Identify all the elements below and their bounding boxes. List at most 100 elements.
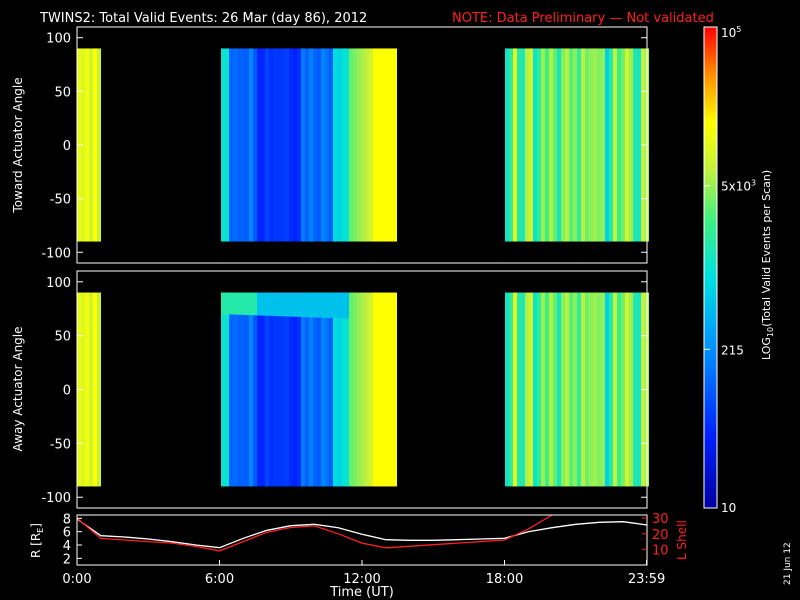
toward-heatmap-column: [505, 48, 509, 242]
away-heatmap-column: [601, 292, 605, 487]
toward-heatmap-column: [281, 48, 285, 242]
radius-ytick-label: 4: [63, 539, 71, 554]
away-heatmap-column: [637, 292, 641, 487]
away-heatmap-column: [253, 292, 257, 487]
toward-heatmap-column: [237, 48, 241, 242]
away-heatmap-column: [597, 292, 601, 487]
away-heatmap-column: [301, 292, 305, 487]
away-heatmap-column: [349, 292, 353, 487]
away-heatmap-column: [357, 292, 361, 487]
toward-heatmap-column: [253, 48, 257, 242]
away-heatmap-column: [277, 292, 281, 487]
away-ylabel: Away Actuator Angle: [11, 326, 25, 451]
toward-heatmap-column: [273, 48, 277, 242]
away-heatmap-column: [617, 292, 621, 487]
toward-heatmap-column: [221, 48, 225, 242]
radius-ylabel: R [RE]: [29, 523, 45, 558]
away-heatmap-band: [317, 292, 321, 318]
toward-heatmap-column: [577, 48, 581, 242]
toward-heatmap-column: [229, 48, 233, 242]
colorbar-tick-label: 10: [721, 501, 736, 515]
away-heatmap-column: [581, 292, 585, 487]
away-heatmap-column: [321, 292, 325, 487]
toward-heatmap-column: [565, 48, 569, 242]
toward-heatmap-column: [353, 48, 357, 242]
away-ytick-label: 100: [46, 276, 71, 291]
toward-heatmap-column: [301, 48, 305, 242]
away-heatmap-column: [85, 292, 89, 487]
toward-heatmap-column: [541, 48, 545, 242]
orbit-lines: [76, 514, 648, 552]
toward-heatmap-column: [617, 48, 621, 242]
lshell-series-line: [76, 514, 553, 552]
toward-ytick-label: 50: [54, 85, 71, 100]
away-heatmap-column: [613, 292, 617, 487]
away-heatmap-band: [273, 292, 277, 317]
orbit-x-ticks: 0:00 6:00 12:00 18:00 23:59: [62, 560, 665, 587]
away-heatmap-band: [329, 292, 333, 319]
away-heatmap-column: [573, 292, 577, 487]
away-heatmap-column: [577, 292, 581, 487]
toward-ytick-label: -100: [41, 246, 71, 261]
toward-heatmap-column: [333, 48, 337, 242]
away-heatmap-column: [585, 292, 589, 487]
time-xtick-label: 23:59: [628, 572, 665, 587]
lshell-ylabel: L Shell: [675, 520, 689, 560]
away-heatmap-band: [241, 292, 245, 315]
radius-series-line: [76, 518, 648, 549]
away-heatmap-column: [317, 292, 321, 487]
away-heatmap-column: [393, 292, 397, 487]
toward-heatmap: [77, 48, 649, 242]
away-heatmap-column: [305, 292, 309, 487]
time-xtick-label: 18:00: [486, 572, 523, 587]
away-heatmap-band: [257, 292, 261, 316]
radius-ytick-label: 2: [63, 552, 71, 567]
away-heatmap-column: [237, 292, 241, 487]
away-heatmap-band: [265, 292, 269, 316]
away-heatmap-column: [537, 292, 541, 487]
away-heatmap-column: [549, 292, 553, 487]
away-heatmap-column: [333, 292, 337, 487]
colorbar: 10 215 5x103 105 LOG10(Total Valid Events p…: [703, 25, 775, 515]
away-heatmap-column: [281, 292, 285, 487]
toward-heatmap-column: [329, 48, 333, 242]
colorbar-scale: [703, 26, 718, 509]
away-heatmap-band: [289, 292, 293, 317]
toward-heatmap-column: [369, 48, 373, 242]
away-heatmap-band: [309, 292, 313, 318]
colorbar-label: LOG10(Total Valid Events per Scan): [760, 170, 775, 360]
away-heatmap-column: [293, 292, 297, 487]
away-heatmap-column: [517, 292, 521, 487]
toward-heatmap-column: [545, 48, 549, 242]
lshell-ytick-label: 10: [652, 543, 669, 558]
away-heatmap-column: [629, 292, 633, 487]
toward-heatmap-column: [597, 48, 601, 242]
away-heatmap-band: [321, 292, 325, 318]
toward-heatmap-column: [561, 48, 565, 242]
away-heatmap-band: [221, 292, 225, 315]
toward-heatmap-column: [525, 48, 529, 242]
away-heatmap-column: [557, 292, 561, 487]
toward-heatmap-column: [313, 48, 317, 242]
away-heatmap-column: [309, 292, 313, 487]
away-heatmap-column: [521, 292, 525, 487]
time-xlabel: Time (UT): [329, 585, 394, 600]
toward-heatmap-column: [585, 48, 589, 242]
away-heatmap-band: [277, 292, 281, 317]
toward-heatmap-column: [345, 48, 349, 242]
away-heatmap-band: [281, 292, 285, 317]
away-heatmap-column: [229, 292, 233, 487]
away-heatmap-column: [225, 292, 229, 487]
away-heatmap-column: [509, 292, 513, 487]
away-heatmap-band: [253, 292, 257, 316]
time-xtick-label: 12:00: [343, 572, 380, 587]
away-heatmap-band: [285, 292, 289, 317]
toward-heatmap-column: [373, 48, 377, 242]
toward-heatmap-column: [633, 48, 637, 242]
away-heatmap-band: [325, 292, 329, 318]
toward-ytick-label: 100: [46, 32, 71, 47]
toward-ylabel: Toward Actuator Angle: [11, 77, 25, 213]
away-heatmap-column: [221, 292, 225, 487]
away-heatmap-column: [285, 292, 289, 487]
